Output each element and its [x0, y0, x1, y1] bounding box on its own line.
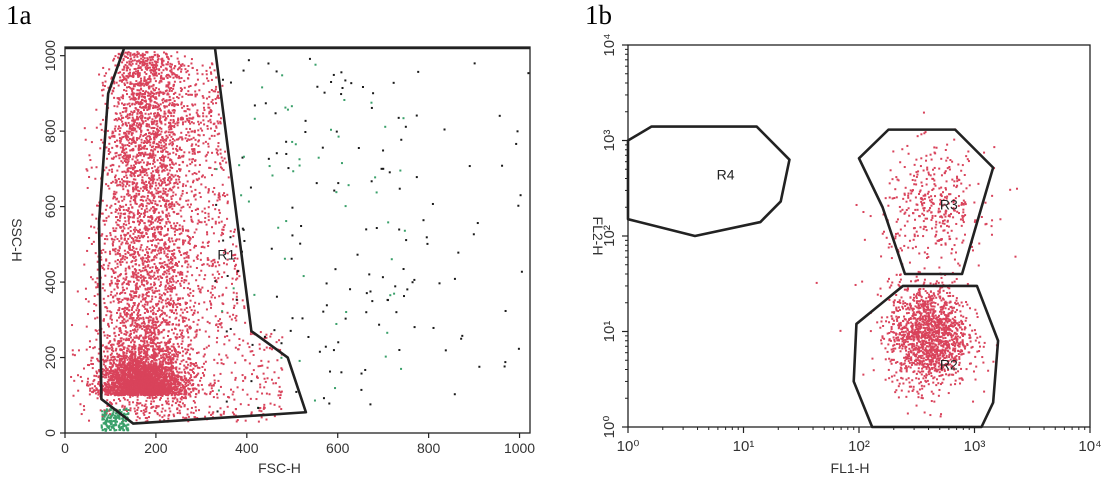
x-tick-label-1b: 10⁰ [617, 438, 640, 455]
gate-r1 [97, 46, 308, 425]
y-axis-label-1a: SSC-H [9, 218, 25, 262]
x-tick-label-1b: 10¹ [733, 438, 755, 455]
y-tick-label-1a: 200 [42, 346, 58, 370]
panel-label-1b: 1b [585, 0, 612, 30]
scatter-points-1b [815, 111, 1018, 418]
gate-label-r4: R4 [717, 167, 735, 183]
scatter-points-1a [70, 50, 530, 432]
gate-r3 [857, 128, 995, 276]
y-tick-label-1b: 10⁰ [601, 416, 618, 439]
x-axis-label-1a: FSC-H [258, 460, 301, 476]
gate-label-r2: R2 [940, 357, 958, 373]
y-tick-label-1a: 400 [42, 270, 58, 294]
gate-label-r3: R3 [940, 196, 958, 212]
y-tick-label-1a: 600 [42, 195, 58, 219]
y-tick-label-1a: 1000 [42, 40, 58, 71]
y-tick-label-1a: 0 [42, 429, 58, 437]
y-axis-label-1b: FL2-H [590, 217, 606, 256]
chart-1a: R1 0 200 400 600 800 1000 0 200 400 600 800 1000 FSC-… [9, 40, 535, 476]
gate-label-r1: R1 [217, 246, 235, 262]
x-tick-label-1b: 10² [848, 438, 870, 455]
x-tick-label-1a: 800 [417, 440, 441, 456]
x-tick-label-1b: 10³ [964, 438, 986, 455]
x-axis-label-1b: FL1-H [831, 460, 870, 476]
x-tick-label-1a: 1000 [504, 440, 535, 456]
panel-label-1a: 1a [6, 0, 32, 30]
x-tick-label-1a: 0 [61, 440, 69, 456]
x-tick-label-1b: 10⁴ [1078, 438, 1101, 455]
x-tick-label-1a: 400 [235, 440, 259, 456]
y-tick-label-1b: 10¹ [601, 321, 618, 343]
x-tick-label-1a: 600 [326, 440, 350, 456]
y-tick-label-1b: 10³ [601, 130, 618, 152]
gate-r2 [852, 284, 1000, 429]
y-tick-label-1b: 10⁴ [601, 33, 618, 56]
y-tick-label-1b: 10² [601, 225, 618, 247]
gate-r4 [626, 125, 791, 238]
plot-frame-1b [627, 44, 1091, 428]
x-tick-label-1a: 200 [144, 440, 168, 456]
y-tick-label-1a: 800 [42, 119, 58, 143]
